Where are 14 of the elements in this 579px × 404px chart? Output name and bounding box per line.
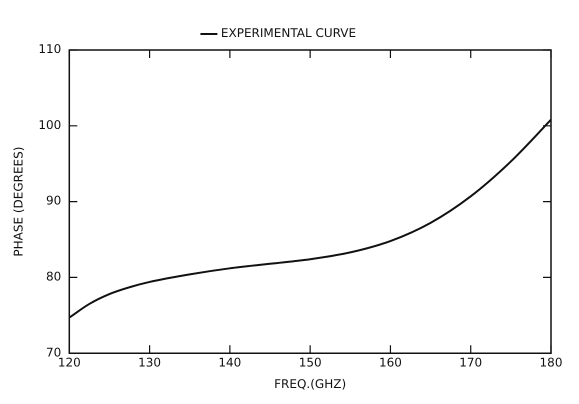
x-tick-label: 170	[459, 356, 482, 370]
x-axis-title: FREQ.(GHZ)	[274, 376, 346, 391]
legend-label: EXPERIMENTAL CURVE	[220, 26, 356, 40]
x-tick-label: 180	[540, 356, 562, 370]
x-tick-label: 140	[218, 356, 242, 370]
x-tick-label: 120	[58, 356, 81, 370]
x-tick-label: 130	[138, 356, 162, 370]
x-tick-label: 160	[378, 356, 402, 370]
y-tick-label: 100	[38, 118, 62, 132]
y-tick-label: 80	[46, 270, 62, 284]
y-tick-label: 90	[46, 194, 62, 208]
y-tick-label: 110	[38, 42, 62, 56]
y-axis-title: PHASE (DEGREES)	[11, 146, 26, 257]
x-tick-label: 150	[298, 356, 322, 370]
